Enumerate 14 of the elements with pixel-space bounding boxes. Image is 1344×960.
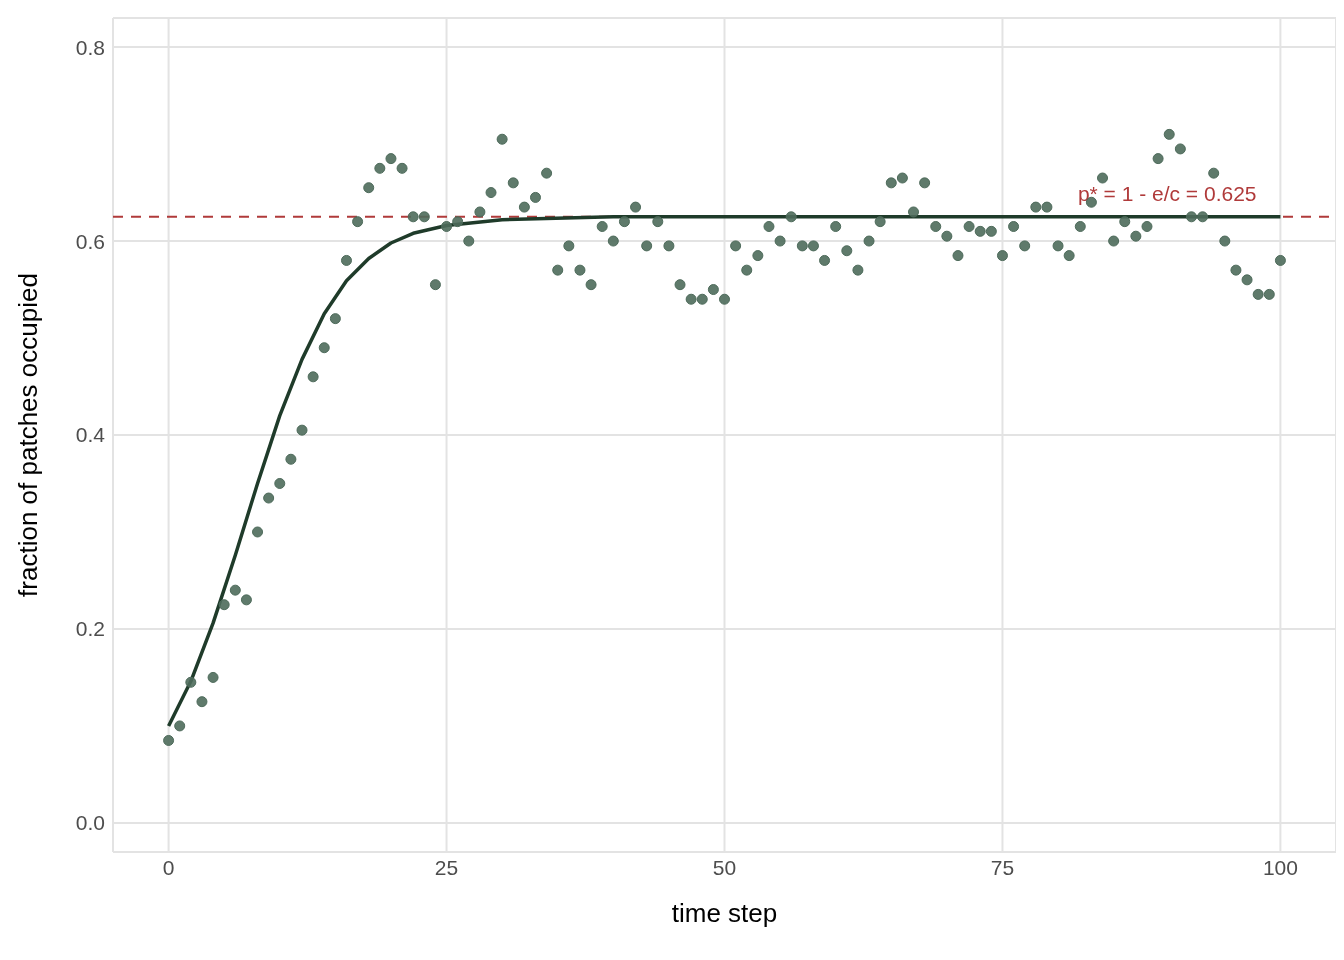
x-tick-label: 25 bbox=[434, 855, 459, 879]
y-tick-label: 0.8 bbox=[75, 35, 105, 59]
ref-line-label: p* = 1 - e/c = 0.625 bbox=[1077, 181, 1257, 205]
y-tick-label: 0.2 bbox=[75, 617, 105, 641]
x-axis-title: time step bbox=[671, 898, 778, 928]
x-tick-label: 75 bbox=[990, 855, 1015, 879]
y-tick-label: 0.4 bbox=[75, 423, 106, 447]
y-tick-label: 0.6 bbox=[75, 229, 105, 253]
line-series bbox=[166, 215, 1283, 728]
x-tick-label: 50 bbox=[712, 855, 737, 879]
y-tick-label: 0.0 bbox=[75, 811, 105, 835]
y-axis-title: fraction of patches occupied bbox=[13, 273, 44, 597]
x-tick-label: 100 bbox=[1262, 855, 1298, 879]
x-tick-label: 0 bbox=[162, 855, 175, 879]
